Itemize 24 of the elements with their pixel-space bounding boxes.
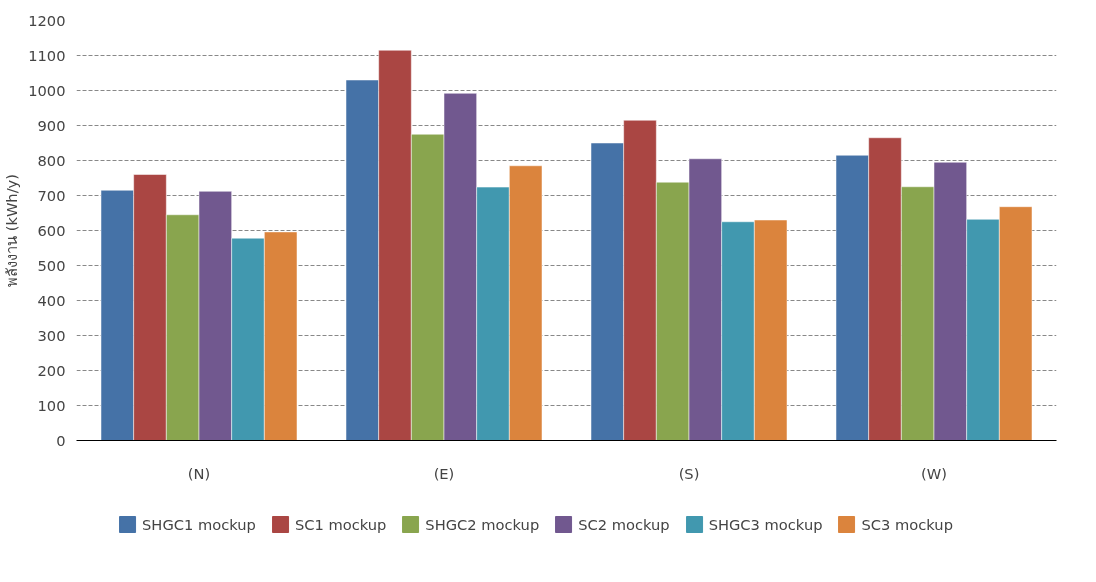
y-tick-label: 1200 — [28, 11, 66, 29]
y-tick-label: 200 — [37, 361, 66, 379]
legend-label: SC3 mockup — [861, 515, 953, 533]
legend-label: SC2 mockup — [578, 515, 670, 533]
x-tick-label: (S) — [678, 464, 700, 482]
y-tick-label: 300 — [37, 326, 66, 344]
y-tick-label: 1100 — [28, 46, 66, 64]
legend-label: SC1 mockup — [294, 515, 387, 533]
y-tick-label: 600 — [37, 221, 66, 239]
legend-label: SHGC2 mockup — [425, 515, 540, 533]
y-tick-label: 500 — [37, 256, 66, 274]
y-tick-label: 800 — [37, 151, 66, 169]
y-tick-label: 0 — [56, 431, 66, 449]
y-axis-title: พลังงาน (kWh/y) — [3, 174, 21, 287]
legend-label: SHGC3 mockup — [708, 515, 823, 533]
x-tick-label: (E) — [433, 464, 455, 482]
y-tick-label: 100 — [37, 396, 66, 414]
x-tick-label: (W) — [921, 464, 947, 482]
y-tick-label: 400 — [37, 291, 66, 309]
x-tick-label: (N) — [187, 464, 211, 482]
y-tick-label: 900 — [37, 116, 66, 134]
y-tick-label: 1000 — [28, 81, 66, 99]
legend-label: SHGC1 mockup — [142, 515, 256, 533]
y-tick-label: 700 — [37, 186, 66, 204]
